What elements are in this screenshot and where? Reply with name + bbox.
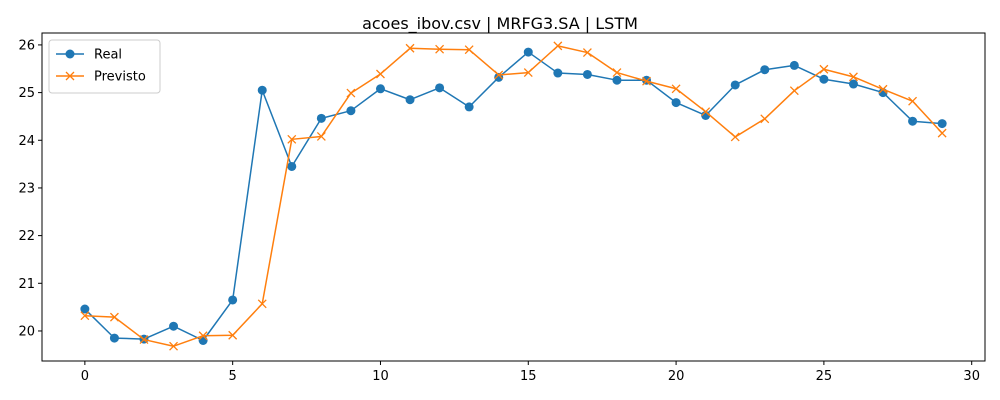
y-tick-label: 21 bbox=[18, 277, 35, 292]
data-point-real bbox=[316, 113, 326, 123]
data-point-real bbox=[523, 47, 533, 57]
data-point-previsto bbox=[464, 45, 474, 55]
data-point-previsto bbox=[109, 312, 119, 322]
data-point-real bbox=[730, 80, 740, 90]
data-point-previsto bbox=[346, 88, 356, 98]
data-point-previsto bbox=[937, 128, 947, 138]
y-tick-label: 25 bbox=[18, 86, 35, 101]
data-point-previsto bbox=[553, 41, 563, 51]
plot-frame bbox=[41, 32, 986, 362]
data-point-previsto bbox=[789, 86, 799, 96]
data-point-previsto bbox=[139, 335, 149, 345]
data-point-previsto bbox=[376, 69, 385, 79]
data-point-real bbox=[109, 333, 119, 343]
data-point-previsto bbox=[80, 311, 90, 321]
y-tick-label: 23 bbox=[18, 181, 35, 196]
data-point-previsto bbox=[169, 341, 179, 351]
data-point-real bbox=[819, 74, 829, 84]
data-point-previsto bbox=[612, 68, 622, 78]
legend: Real Previsto bbox=[48, 39, 161, 94]
data-point-previsto bbox=[198, 331, 208, 341]
data-point-real bbox=[80, 304, 90, 314]
data-point-previsto bbox=[908, 96, 918, 106]
y-tick-label: 24 bbox=[18, 134, 35, 149]
data-point-real bbox=[375, 84, 385, 94]
data-point-real bbox=[435, 83, 445, 93]
data-point-real bbox=[553, 68, 563, 78]
data-point-previsto bbox=[878, 84, 888, 94]
data-point-previsto bbox=[701, 107, 711, 117]
data-point-previsto bbox=[730, 132, 740, 142]
legend-label-real: Real bbox=[94, 48, 122, 63]
x-tick-label: 5 bbox=[229, 369, 237, 384]
data-point-real bbox=[671, 98, 681, 108]
data-point-real bbox=[789, 60, 799, 70]
x-tick-label: 25 bbox=[816, 369, 833, 384]
legend-label-previsto: Previsto bbox=[94, 70, 146, 85]
x-tick-label: 10 bbox=[372, 369, 389, 384]
chart-title: acoes_ibov.csv | MRFG3.SA | LSTM bbox=[362, 14, 638, 34]
data-point-real bbox=[257, 85, 267, 95]
data-point-previsto bbox=[760, 114, 770, 124]
x-tick-label: 15 bbox=[520, 369, 537, 384]
legend-marker-real bbox=[65, 49, 75, 59]
data-point-real bbox=[228, 295, 238, 305]
plot-area bbox=[80, 41, 947, 351]
data-point-real bbox=[760, 65, 770, 75]
data-point-real bbox=[908, 116, 918, 126]
x-tick-label: 0 bbox=[81, 369, 89, 384]
data-point-previsto bbox=[257, 299, 267, 309]
data-point-real bbox=[169, 321, 179, 331]
axes: 0 5 10 15 20 25 30 20 21 22 23 24 25 26 bbox=[18, 38, 980, 384]
data-point-previsto bbox=[405, 43, 415, 53]
data-point-previsto bbox=[316, 131, 326, 141]
data-point-previsto bbox=[287, 134, 297, 144]
y-tick-label: 26 bbox=[18, 38, 35, 53]
data-point-previsto bbox=[494, 70, 504, 80]
data-point-previsto bbox=[582, 48, 592, 58]
data-point-previsto bbox=[435, 44, 445, 54]
series-line-real bbox=[84, 51, 943, 342]
legend-marker-previsto bbox=[65, 71, 75, 81]
data-point-previsto bbox=[671, 84, 681, 94]
data-point-previsto bbox=[523, 68, 533, 78]
x-tick-label: 30 bbox=[963, 369, 980, 384]
data-point-previsto bbox=[848, 72, 858, 82]
data-point-previsto bbox=[642, 76, 651, 86]
data-point-real bbox=[287, 161, 297, 171]
data-point-previsto bbox=[819, 64, 829, 74]
data-point-real bbox=[582, 69, 592, 79]
data-point-previsto bbox=[228, 330, 238, 340]
data-point-real bbox=[937, 119, 947, 129]
data-point-real bbox=[405, 95, 415, 105]
series-line-previsto bbox=[84, 45, 943, 347]
x-tick-label: 20 bbox=[668, 369, 685, 384]
y-tick-label: 20 bbox=[18, 324, 35, 339]
data-point-real bbox=[464, 102, 474, 112]
data-point-real bbox=[346, 106, 356, 116]
data-point-real bbox=[612, 75, 622, 85]
y-tick-label: 22 bbox=[18, 229, 35, 244]
data-point-real bbox=[848, 79, 858, 89]
